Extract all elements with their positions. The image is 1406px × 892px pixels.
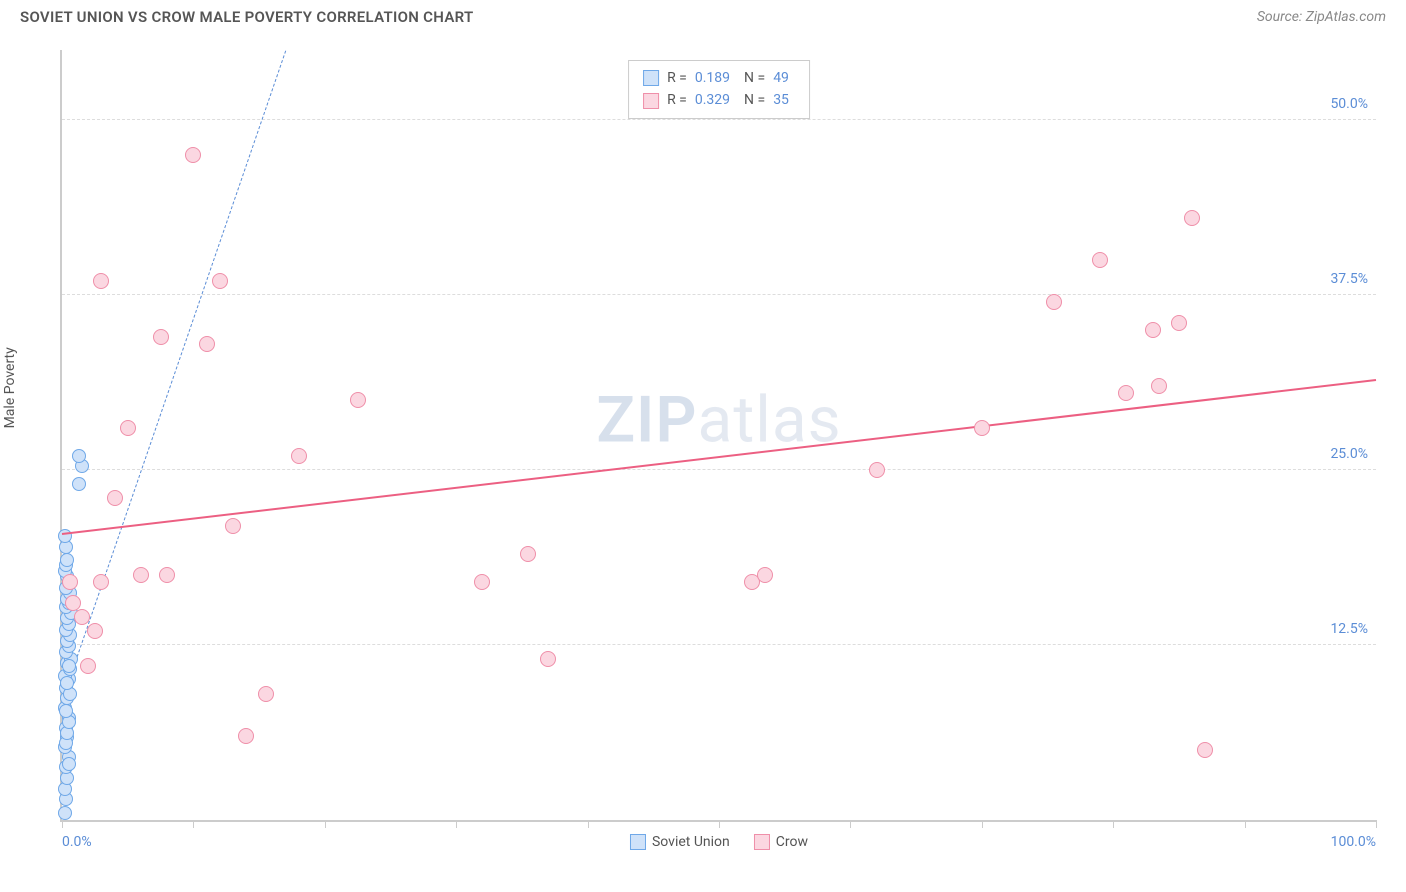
- data-point-crow: [1171, 315, 1187, 331]
- data-point-crow: [869, 462, 885, 478]
- data-point-crow: [757, 567, 773, 583]
- y-tick-label: 25.0%: [1330, 446, 1368, 462]
- data-point-crow: [258, 686, 274, 702]
- data-point-crow: [93, 273, 109, 289]
- legend-r-value: 0.329: [695, 89, 730, 111]
- data-point-soviet-union: [60, 676, 74, 690]
- x-tick: [193, 820, 194, 828]
- legend-label: Soviet Union: [652, 834, 730, 850]
- chart-source: Source: ZipAtlas.com: [1257, 9, 1386, 25]
- legend-label: Crow: [776, 834, 808, 850]
- gridline-h: [62, 119, 1376, 120]
- chart-area: Male Poverty ZIPatlas R =0.189N =49R =0.…: [20, 40, 1386, 882]
- data-point-crow: [540, 651, 556, 667]
- legend-n-label: N =: [744, 67, 765, 89]
- legend-swatch: [754, 834, 770, 850]
- trend-line-crow: [62, 379, 1376, 535]
- legend-item: Soviet Union: [630, 834, 730, 850]
- data-point-crow: [1151, 378, 1167, 394]
- legend-item: Crow: [754, 834, 808, 850]
- data-point-crow: [74, 609, 90, 625]
- chart-title: SOVIET UNION VS CROW MALE POVERTY CORREL…: [20, 8, 474, 26]
- legend-n-value: 49: [773, 67, 789, 89]
- legend-r-label: R =: [667, 67, 687, 89]
- legend-row: R = 0.189 N = 49: [643, 67, 795, 89]
- data-point-crow: [133, 567, 149, 583]
- x-tick: [850, 820, 851, 828]
- data-point-crow: [350, 392, 366, 408]
- watermark-zip: ZIP: [596, 382, 697, 457]
- data-point-crow: [1046, 294, 1062, 310]
- legend-row: R = 0.329 N = 35: [643, 89, 795, 111]
- x-tick: [456, 820, 457, 828]
- data-point-crow: [238, 728, 254, 744]
- data-point-crow: [1092, 252, 1108, 268]
- y-axis-label: Male Poverty: [2, 347, 18, 428]
- plot-region: ZIPatlas R =0.189N =49R =0.329N =35 Sovi…: [60, 50, 1376, 822]
- data-point-crow: [1184, 210, 1200, 226]
- x-tick-label: 0.0%: [62, 834, 92, 850]
- gridline-h: [62, 294, 1376, 295]
- x-tick: [1113, 820, 1114, 828]
- x-tick: [1245, 820, 1246, 828]
- data-point-soviet-union: [58, 529, 72, 543]
- x-tick: [62, 820, 63, 828]
- y-tick-label: 37.5%: [1330, 271, 1368, 287]
- data-point-crow: [974, 420, 990, 436]
- data-point-crow: [1197, 742, 1213, 758]
- data-point-soviet-union: [72, 449, 86, 463]
- series-legend: Soviet Union Crow: [630, 834, 808, 850]
- gridline-h: [62, 469, 1376, 470]
- chart-header: SOVIET UNION VS CROW MALE POVERTY CORREL…: [0, 0, 1406, 30]
- data-point-soviet-union: [62, 659, 76, 673]
- data-point-crow: [153, 329, 169, 345]
- legend-swatch: [643, 93, 659, 109]
- x-tick: [719, 820, 720, 828]
- legend-swatch: [643, 70, 659, 86]
- data-point-soviet-union: [62, 757, 76, 771]
- data-point-soviet-union: [60, 553, 74, 567]
- data-point-crow: [1145, 322, 1161, 338]
- data-point-soviet-union: [59, 704, 73, 718]
- data-point-soviet-union: [58, 806, 72, 820]
- data-point-crow: [199, 336, 215, 352]
- data-point-crow: [87, 623, 103, 639]
- data-point-crow: [107, 490, 123, 506]
- legend-r-label: R =: [667, 89, 687, 111]
- data-point-crow: [520, 546, 536, 562]
- legend-r-value: 0.189: [695, 67, 730, 89]
- legend-n-value: 35: [773, 89, 789, 111]
- data-point-crow: [93, 574, 109, 590]
- data-point-soviet-union: [72, 477, 86, 491]
- x-tick: [588, 820, 589, 828]
- data-point-crow: [291, 448, 307, 464]
- x-tick-label: 100.0%: [1331, 834, 1376, 850]
- data-point-crow: [120, 420, 136, 436]
- y-tick-label: 12.5%: [1330, 621, 1368, 637]
- y-tick-label: 50.0%: [1330, 96, 1368, 112]
- data-point-crow: [225, 518, 241, 534]
- x-tick: [1376, 820, 1377, 828]
- gridline-h: [62, 644, 1376, 645]
- legend-n-label: N =: [744, 89, 765, 111]
- data-point-crow: [474, 574, 490, 590]
- data-point-crow: [212, 273, 228, 289]
- data-point-crow: [185, 147, 201, 163]
- x-tick: [325, 820, 326, 828]
- data-point-crow: [159, 567, 175, 583]
- legend-swatch: [630, 834, 646, 850]
- correlation-legend: R = 0.189 N = 49 R = 0.329 N = 35: [628, 60, 810, 119]
- data-point-crow: [80, 658, 96, 674]
- data-point-crow: [62, 574, 78, 590]
- x-tick: [982, 820, 983, 828]
- data-point-crow: [1118, 385, 1134, 401]
